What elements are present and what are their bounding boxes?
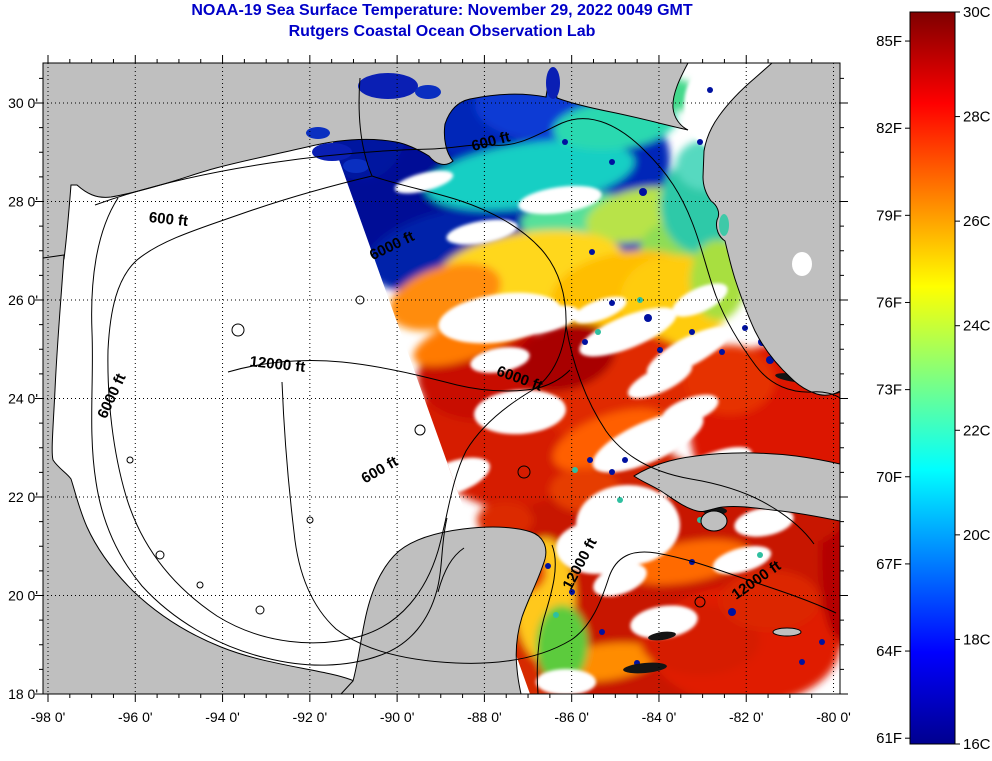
isobath-6000ft-florida <box>565 325 815 545</box>
colorbar-fahrenheit-label: 76F <box>876 294 902 311</box>
x-tick-label: -90 0' <box>380 709 415 725</box>
y-tick-label: 30 0' <box>8 95 38 111</box>
x-tick-label: -84 0' <box>642 709 677 725</box>
land-masses <box>42 62 841 695</box>
y-axis-labels: 30 0' 28 0' 26 0' 24 0' 22 0' 20 0' 18 0' <box>8 95 38 702</box>
x-tick-label: -80 0' <box>816 709 851 725</box>
x-tick-label: -98 0' <box>31 709 66 725</box>
y-tick-label: 26 0' <box>8 292 38 308</box>
temperature-colorbar: 85F 82F 79F 76F 73F 70F 67F 64F 61F 30C 28C 26C 24C 2… <box>876 4 991 753</box>
florida-peninsula <box>702 62 841 396</box>
colorbar-gradient <box>909 11 956 745</box>
x-tick-label: -96 0' <box>118 709 153 725</box>
colorbar-fahrenheit-label: 82F <box>876 120 902 137</box>
page-subtitle: Rutgers Coastal Ocean Observation Lab <box>288 23 596 40</box>
isobath-12000ft-central <box>227 359 571 392</box>
y-tick-label: 28 0' <box>8 194 38 210</box>
colorbar-celsius-label: 16C <box>963 736 991 753</box>
isobath-600ft-yucatan-w <box>437 547 465 593</box>
x-tick-label: -88 0' <box>467 709 502 725</box>
page-title: NOAA-19 Sea Surface Temperature: Novembe… <box>191 2 693 19</box>
x-tick-label: -94 0' <box>205 709 240 725</box>
colorbar-celsius-label: 20C <box>963 527 991 544</box>
x-tick-label: -92 0' <box>293 709 328 725</box>
y-tick-label: 18 0' <box>8 686 38 702</box>
colorbar-fahrenheit-label: 70F <box>876 469 902 486</box>
plot-frame <box>35 55 848 702</box>
colorbar-fahrenheit-label: 64F <box>876 643 902 660</box>
y-tick-label: 20 0' <box>8 588 38 604</box>
x-tick-label: -86 0' <box>554 709 589 725</box>
isobath-600ft-north <box>94 118 841 399</box>
colorbar-celsius-label: 18C <box>963 631 991 648</box>
colorbar-fahrenheit-label: 79F <box>876 207 902 224</box>
colorbar-fahrenheit-label: 61F <box>876 730 902 747</box>
isobath-600ft-yucatan-e <box>536 544 556 695</box>
contour-label: 12000 ft <box>249 353 306 376</box>
colorbar-fahrenheit-label: 85F <box>876 33 902 50</box>
title-block: NOAA-19 Sea Surface Temperature: Novembe… <box>0 0 884 42</box>
y-tick-label: 24 0' <box>8 391 38 407</box>
y-tick-label: 22 0' <box>8 489 38 505</box>
x-axis-labels: -98 0' -96 0' -94 0' -92 0' -90 0' -88 0' -86 … <box>31 709 851 725</box>
colorbar-fahrenheit-label: 67F <box>876 556 902 573</box>
mexico-coast <box>42 254 364 695</box>
isobath-12000ft-south <box>281 381 837 664</box>
cuba <box>633 452 841 522</box>
isobath-6000ft-basin <box>107 77 567 644</box>
x-tick-label: -82 0' <box>729 709 764 725</box>
contour-label: 600 ft <box>148 209 189 230</box>
isobath-600ft-west <box>91 197 448 666</box>
colorbar-celsius-label: 26C <box>963 213 991 230</box>
colorbar-celsius-label: 22C <box>963 422 991 439</box>
yucatan-peninsula <box>339 526 547 695</box>
colorbar-celsius-label: 30C <box>963 4 991 21</box>
colorbar-celsius-label: 28C <box>963 109 991 126</box>
colorbar-celsius-label: 24C <box>963 318 991 335</box>
colorbar-fahrenheit-label: 73F <box>876 382 902 399</box>
graticule-grid <box>43 63 840 694</box>
